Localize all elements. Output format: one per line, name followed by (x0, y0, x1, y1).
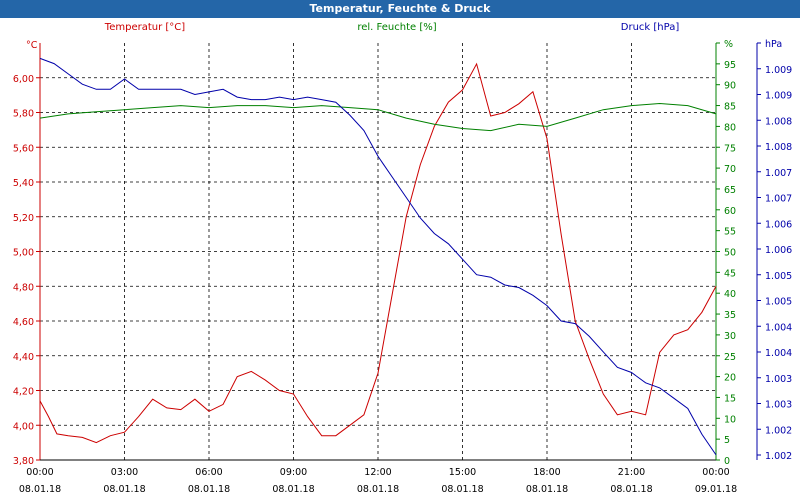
right1-tick-label: 70 (724, 164, 736, 175)
x-tick-date: 08.01.18 (19, 484, 61, 495)
series-lines (39, 57, 717, 456)
right1-tick-label: 25 (724, 352, 736, 363)
legend-pressure: Druck [hPa] (621, 22, 680, 33)
left-tick-label: 5,20 (13, 213, 34, 224)
right2-tick-label: 1.005 (765, 271, 792, 282)
right1-tick-label: 95 (724, 60, 736, 71)
left-tick-label: 4,80 (13, 282, 34, 293)
tick-labels: 00:00 08.01.18 03:00 08.01.18 06:00 08.01.18 0… (13, 39, 792, 495)
left-tick-label: 4,00 (13, 421, 34, 432)
right1-tick-label: 45 (724, 268, 736, 279)
x-tick-date: 09.01.18 (695, 484, 737, 495)
right2-tick-label: 1.002 (765, 451, 792, 462)
x-tick-date: 08.01.18 (357, 484, 399, 495)
right2-tick-label: 1.008 (765, 142, 792, 153)
temperature-line (39, 62, 717, 444)
axes (36, 42, 761, 461)
right1-tick-label: 0 (724, 456, 730, 467)
right1-tick-label: 65 (724, 185, 736, 196)
right2-tick-label: 1.005 (765, 297, 792, 308)
right1-tick-label: 40 (724, 289, 736, 300)
x-tick-time: 18:00 (533, 467, 560, 478)
x-tick-date: 08.01.18 (188, 484, 230, 495)
right2-tick-label: 1.004 (765, 348, 792, 359)
right2-tick-label: hPa (765, 39, 782, 50)
left-axis-unit: °C (26, 40, 38, 51)
left-tick-label: 6,00 (13, 74, 34, 85)
left-tick-label: 4,20 (13, 387, 34, 398)
x-tick-time: 21:00 (618, 467, 645, 478)
right2-tick-label: 1.003 (765, 374, 792, 385)
x-tick-date: 08.01.18 (441, 484, 483, 495)
x-tick-date: 08.01.18 (526, 484, 568, 495)
x-tick-time: 12:00 (364, 467, 391, 478)
left-tick-label: 5,60 (13, 143, 34, 154)
right2-tick-label: 1.008 (765, 116, 792, 127)
right1-tick-label: 75 (724, 143, 736, 154)
right1-tick-label: 55 (724, 227, 736, 238)
x-tick-date: 08.01.18 (272, 484, 314, 495)
x-tick-time: 03:00 (111, 467, 138, 478)
left-tick-label: 3,80 (13, 456, 34, 467)
x-tick-time: 15:00 (449, 467, 476, 478)
right1-tick-label: 5 (724, 435, 730, 446)
x-tick-time: 06:00 (195, 467, 222, 478)
right1-tick-label: 50 (724, 248, 736, 259)
right1-tick-label: 80 (724, 122, 736, 133)
right1-tick-label: 90 (724, 81, 736, 92)
x-tick-time: 00:00 (702, 467, 729, 478)
legend-humidity: rel. Feuchte [%] (357, 22, 436, 33)
pressure-line (39, 57, 717, 456)
right1-tick-label: % (724, 39, 733, 50)
chart-title: Temperatur, Feuchte & Druck (0, 0, 800, 18)
right1-tick-label: 10 (724, 414, 736, 425)
right2-tick-label: 1.002 (765, 425, 792, 436)
chart-canvas: 00:00 08.01.18 03:00 08.01.18 06:00 08.01.18 0… (13, 22, 792, 495)
x-tick-time: 09:00 (280, 467, 307, 478)
right1-tick-label: 30 (724, 331, 736, 342)
left-tick-label: 5,80 (13, 109, 34, 120)
x-tick-date: 08.01.18 (103, 484, 145, 495)
right1-tick-label: 60 (724, 206, 736, 217)
right2-tick-label: 1.009 (765, 65, 792, 76)
right2-tick-label: 1.007 (765, 194, 792, 205)
right2-tick-label: 1.004 (765, 322, 792, 333)
right2-tick-label: 1.003 (765, 400, 792, 411)
x-tick-date: 08.01.18 (610, 484, 652, 495)
left-tick-label: 4,60 (13, 317, 34, 328)
right1-tick-label: 85 (724, 102, 736, 113)
left-tick-label: 5,40 (13, 178, 34, 189)
right2-tick-label: 1.009 (765, 91, 792, 102)
right1-tick-label: 20 (724, 373, 736, 384)
legend-temperature: Temperatur [°C] (104, 22, 185, 33)
x-tick-time: 00:00 (26, 467, 53, 478)
left-tick-label: 5,00 (13, 248, 34, 259)
right1-tick-label: 35 (724, 310, 736, 321)
right2-tick-label: 1.006 (765, 219, 792, 230)
right2-tick-label: 1.006 (765, 245, 792, 256)
right1-tick-label: 15 (724, 393, 736, 404)
left-tick-label: 4,40 (13, 352, 34, 363)
grid (40, 43, 716, 460)
right2-tick-label: 1.007 (765, 168, 792, 179)
humidity-line (39, 102, 717, 132)
